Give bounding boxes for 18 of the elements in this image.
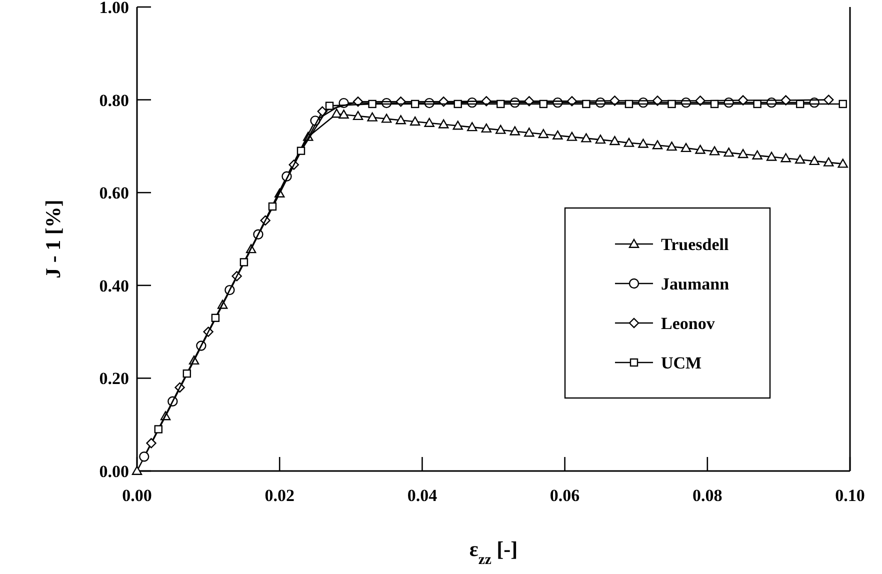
x-tick-label: 0.00 (122, 486, 152, 505)
legend-label: Truesdell (661, 235, 729, 254)
y-axis-title: J - 1 [%] (41, 200, 65, 278)
x-tick-label: 0.06 (550, 486, 580, 505)
legend-label: Leonov (661, 314, 716, 333)
y-tick-label: 0.20 (99, 369, 129, 388)
y-tick-label: 1.00 (99, 0, 129, 17)
y-tick-label: 0.40 (99, 276, 129, 296)
x-tick-label: 0.04 (407, 486, 438, 505)
legend-label: UCM (661, 354, 702, 372)
x-tick-label: 0.10 (835, 486, 865, 505)
y-tick-label: 0.60 (99, 184, 129, 203)
y-tick-label: 0.00 (99, 462, 129, 481)
y-tick-label: 0.80 (99, 90, 129, 110)
legend-label: Jaumann (661, 274, 730, 294)
x-tick-label: 0.02 (264, 486, 294, 505)
x-axis-title: ε$_{zz}$ [-] (469, 537, 518, 568)
x-tick-label: 0.08 (692, 486, 722, 505)
